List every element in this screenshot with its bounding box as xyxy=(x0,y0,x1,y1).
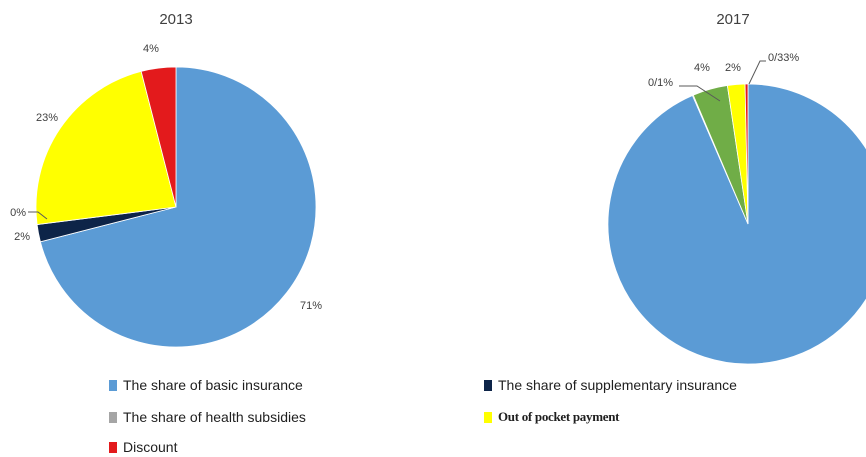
data-label: 2% xyxy=(14,231,30,243)
legend-item-health-subsidies: The share of health subsidies xyxy=(109,409,306,425)
data-label: 2% xyxy=(725,62,741,74)
data-label: 23% xyxy=(36,112,58,124)
pie-slice xyxy=(607,83,866,365)
chart-title: 2013 xyxy=(159,11,192,28)
legend-swatch-supplementary-insurance xyxy=(484,379,492,391)
legend-swatch-out-of-pocket xyxy=(484,411,492,423)
legend-label-supplementary-insurance: The share of supplementary insurance xyxy=(498,377,737,393)
data-label: 0/33% xyxy=(768,52,799,64)
data-label: 4% xyxy=(694,62,710,74)
pie-slice xyxy=(35,70,177,225)
legend-label-health-subsidies: The share of health subsidies xyxy=(123,409,306,425)
pie-slice xyxy=(140,66,177,208)
legend-item-basic-insurance: The share of basic insurance xyxy=(109,377,303,393)
legend-item-supplementary-insurance: The share of supplementary insurance xyxy=(484,377,737,393)
data-label: 4% xyxy=(143,43,159,55)
pie-slice xyxy=(744,83,749,225)
legend-item-discount: Discount xyxy=(109,439,177,455)
data-label: 0% xyxy=(10,207,26,219)
legend-label-out-of-pocket: Out of pocket payment xyxy=(498,409,620,424)
legend-label-discount: Discount xyxy=(123,439,178,455)
pie-2013: 2013 71% 2% 0% 23% 4% xyxy=(10,11,322,348)
data-label: 0/1% xyxy=(648,77,673,89)
pie-slice xyxy=(39,66,317,348)
chart-title: 2017 xyxy=(716,11,749,28)
legend-label-basic-insurance: The share of basic insurance xyxy=(123,377,303,393)
legend-swatch-discount xyxy=(109,441,117,453)
leader-line xyxy=(679,85,721,102)
legend-item-out-of-pocket: Out of pocket payment xyxy=(484,409,619,425)
pie-2017: 2017 0/1% 4% 2% 0/33% xyxy=(607,11,866,365)
leader-line xyxy=(28,211,48,220)
legend-swatch-basic-insurance xyxy=(109,379,117,391)
legend-swatch-health-subsidies xyxy=(109,411,117,423)
leader-line xyxy=(748,60,766,85)
data-label: 71% xyxy=(300,300,322,312)
